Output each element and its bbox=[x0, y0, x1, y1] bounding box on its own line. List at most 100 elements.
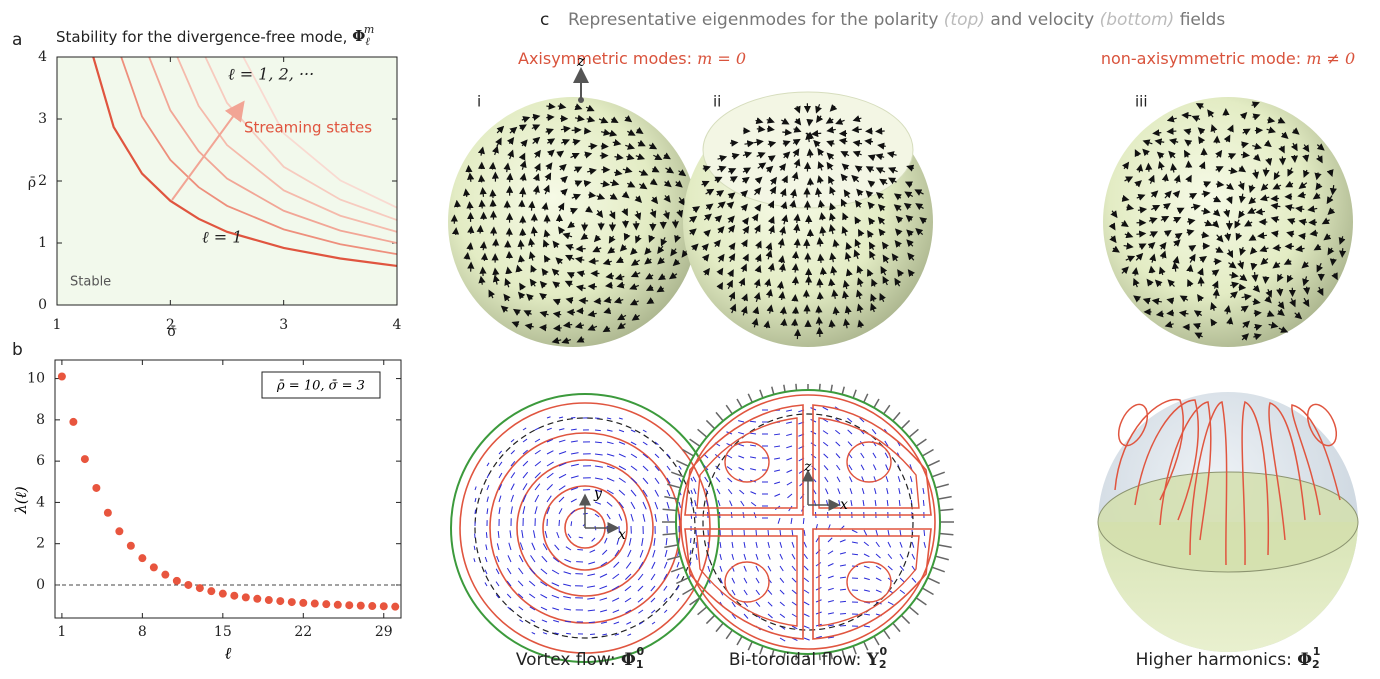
velocity-arrow bbox=[852, 530, 857, 533]
velocity-arrow bbox=[792, 554, 795, 559]
caption-sub: 2 bbox=[879, 658, 887, 671]
boundary-arrow bbox=[663, 509, 677, 510]
velocity-arrow bbox=[511, 506, 512, 514]
point bbox=[265, 596, 273, 604]
velocity-arrow bbox=[828, 538, 832, 542]
velocity-arrow bbox=[566, 547, 571, 550]
velocity-arrow bbox=[607, 478, 614, 481]
velocity-arrow bbox=[541, 569, 547, 574]
velocity-arrow bbox=[530, 568, 535, 574]
velocity-arrow bbox=[780, 554, 783, 559]
x-tick-label: 1 bbox=[57, 624, 66, 640]
velocity-arrow bbox=[655, 502, 658, 509]
velocity-arrow bbox=[864, 554, 869, 557]
velocity-arrow bbox=[667, 502, 669, 509]
velocity-arrow bbox=[667, 514, 668, 521]
boundary-arrow bbox=[939, 534, 953, 535]
arrow bbox=[1254, 313, 1260, 314]
velocity-arrow bbox=[849, 477, 852, 482]
velocity-arrow bbox=[804, 542, 806, 547]
velocity-arrow bbox=[619, 442, 625, 444]
velocity-arrow bbox=[861, 465, 864, 470]
group-math: m ≠ 0 bbox=[1306, 49, 1355, 68]
arrow bbox=[1275, 248, 1281, 249]
column-label: iii bbox=[1135, 93, 1148, 111]
boundary-arrow bbox=[820, 384, 821, 391]
velocity-arrow bbox=[619, 430, 624, 432]
velocity-arrow bbox=[750, 433, 756, 434]
boundary-arrow bbox=[796, 384, 797, 391]
velocity-arrow bbox=[792, 590, 797, 594]
arrow bbox=[1155, 133, 1162, 134]
plot-background bbox=[57, 57, 397, 305]
velocity-arrow bbox=[792, 542, 794, 548]
velocity-arrow bbox=[626, 562, 631, 568]
axis-label: y bbox=[593, 486, 603, 502]
velocity-arrow bbox=[587, 586, 595, 587]
arrow bbox=[588, 146, 595, 147]
velocity-arrow bbox=[837, 477, 840, 482]
caption-sub: 1 bbox=[636, 658, 644, 671]
velocity-arrow bbox=[553, 620, 559, 622]
velocity-arrow bbox=[535, 428, 539, 430]
velocity-arrow bbox=[552, 583, 559, 586]
velocity-arrow bbox=[498, 531, 499, 538]
velocity-arrow bbox=[787, 482, 792, 485]
arrow bbox=[1300, 236, 1305, 237]
point bbox=[127, 542, 135, 550]
velocity-arrow bbox=[613, 610, 619, 613]
caption-symbol: Φ bbox=[621, 650, 636, 670]
velocity-arrow bbox=[690, 550, 691, 555]
arrow bbox=[546, 106, 553, 107]
velocity-arrow bbox=[780, 578, 784, 583]
velocity-arrow bbox=[888, 530, 889, 536]
boundary-arrow bbox=[663, 534, 677, 535]
velocity-arrow bbox=[496, 582, 499, 586]
velocity-arrow bbox=[595, 442, 602, 443]
velocity-arrow bbox=[629, 538, 631, 546]
velocity-arrow bbox=[543, 633, 547, 634]
boundary-arrow bbox=[922, 450, 933, 456]
velocity-arrow bbox=[523, 472, 528, 478]
velocity-arrow bbox=[791, 518, 792, 524]
vortex-flow: y x bbox=[451, 394, 719, 662]
velocity-arrow bbox=[852, 542, 858, 543]
point bbox=[276, 597, 284, 605]
velocity-arrow bbox=[780, 542, 782, 548]
title-part: fields bbox=[1180, 10, 1226, 30]
arrow bbox=[820, 239, 821, 246]
velocity-arrow bbox=[716, 477, 720, 482]
legend-text: ρ̄ = 10, σ̄ = 3 bbox=[276, 379, 365, 394]
velocity-arrow bbox=[619, 490, 625, 495]
x-tick-label: 4 bbox=[393, 317, 402, 333]
axis-label: z bbox=[803, 459, 812, 475]
velocity-arrow bbox=[768, 542, 769, 548]
point bbox=[115, 527, 123, 535]
velocity-arrow bbox=[541, 607, 547, 610]
velocity-arrow bbox=[509, 543, 511, 550]
velocity-arrow bbox=[911, 488, 912, 494]
velocity-arrow bbox=[835, 430, 840, 434]
velocity-arrow bbox=[652, 622, 655, 624]
velocity-arrow bbox=[605, 538, 607, 543]
velocity-arrow bbox=[792, 530, 793, 536]
boundary-arrow bbox=[716, 623, 723, 632]
velocity-arrow bbox=[523, 461, 528, 466]
arrow bbox=[532, 203, 533, 211]
velocity-arrow bbox=[780, 614, 785, 618]
arrow bbox=[795, 278, 796, 285]
velocity-arrow bbox=[529, 581, 535, 586]
group-math: m = 0 bbox=[697, 49, 746, 68]
velocity-arrow bbox=[741, 501, 744, 506]
boundary-arrow bbox=[884, 630, 890, 639]
caption-symbol: Y bbox=[866, 650, 880, 670]
velocity-arrow bbox=[487, 508, 488, 514]
velocity-arrow bbox=[507, 594, 511, 598]
velocity-arrow bbox=[511, 484, 514, 490]
higher-harmonics bbox=[1098, 392, 1358, 652]
arrow bbox=[782, 132, 789, 133]
point bbox=[81, 455, 89, 463]
boundary-arrow bbox=[936, 556, 949, 560]
